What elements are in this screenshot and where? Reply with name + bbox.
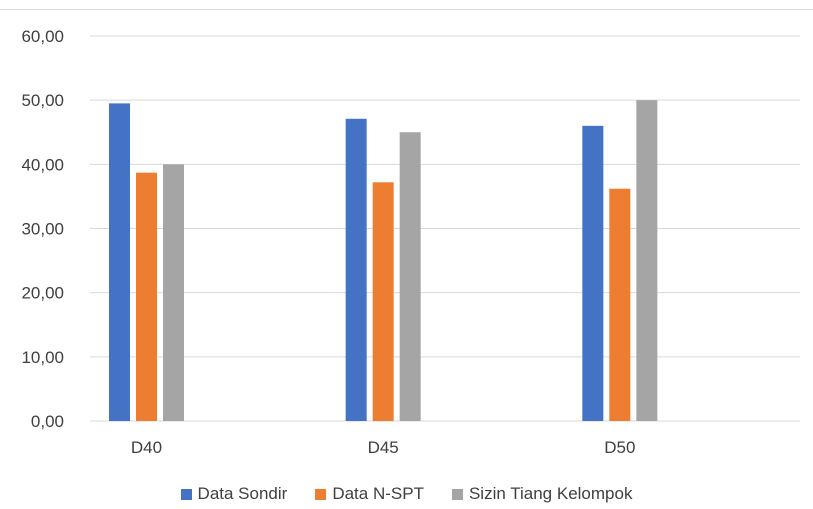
bar-d45-data-n-spt: [372, 182, 394, 421]
x-tick-label: D45: [368, 438, 399, 457]
x-tick-label: D40: [131, 438, 162, 457]
y-tick-label: 40,00: [21, 155, 64, 174]
y-tick-label: 30,00: [21, 220, 64, 239]
x-tick-label: D50: [604, 438, 635, 457]
legend-swatch: [180, 488, 192, 500]
y-tick-label: 60,00: [21, 27, 64, 46]
legend-swatch: [451, 488, 463, 500]
y-tick-label: 0,00: [31, 412, 64, 431]
bar-d40-data-n-spt: [136, 172, 157, 421]
bar-d45-sizin-tiang-kelompok: [399, 132, 421, 421]
legend-item: Sizin Tiang Kelompok: [451, 484, 633, 504]
legend-label: Sizin Tiang Kelompok: [468, 484, 633, 503]
y-tick-label: 10,00: [21, 348, 64, 367]
y-tick-label: 50,00: [21, 91, 64, 110]
legend-label: Data Sondir: [197, 484, 288, 503]
legend-item: Data Sondir: [180, 484, 288, 504]
bar-d45-data-sondir: [345, 118, 367, 422]
legend-item: Data N-SPT: [315, 484, 424, 504]
bar-d40-data-sondir: [109, 103, 130, 421]
bar-d40-sizin-tiang-kelompok: [163, 164, 184, 422]
y-tick-label: 20,00: [21, 284, 64, 303]
chart-legend: Data Sondir Data N-SPT Sizin Tiang Kelompo…: [0, 484, 813, 504]
chart-top-border: [0, 9, 813, 10]
bar-d50-data-sondir: [582, 125, 604, 421]
legend-swatch: [315, 488, 327, 500]
bar-d50-sizin-tiang-kelompok: [636, 100, 658, 422]
bar-d50-data-n-spt: [609, 188, 631, 421]
legend-label: Data N-SPT: [332, 484, 424, 503]
